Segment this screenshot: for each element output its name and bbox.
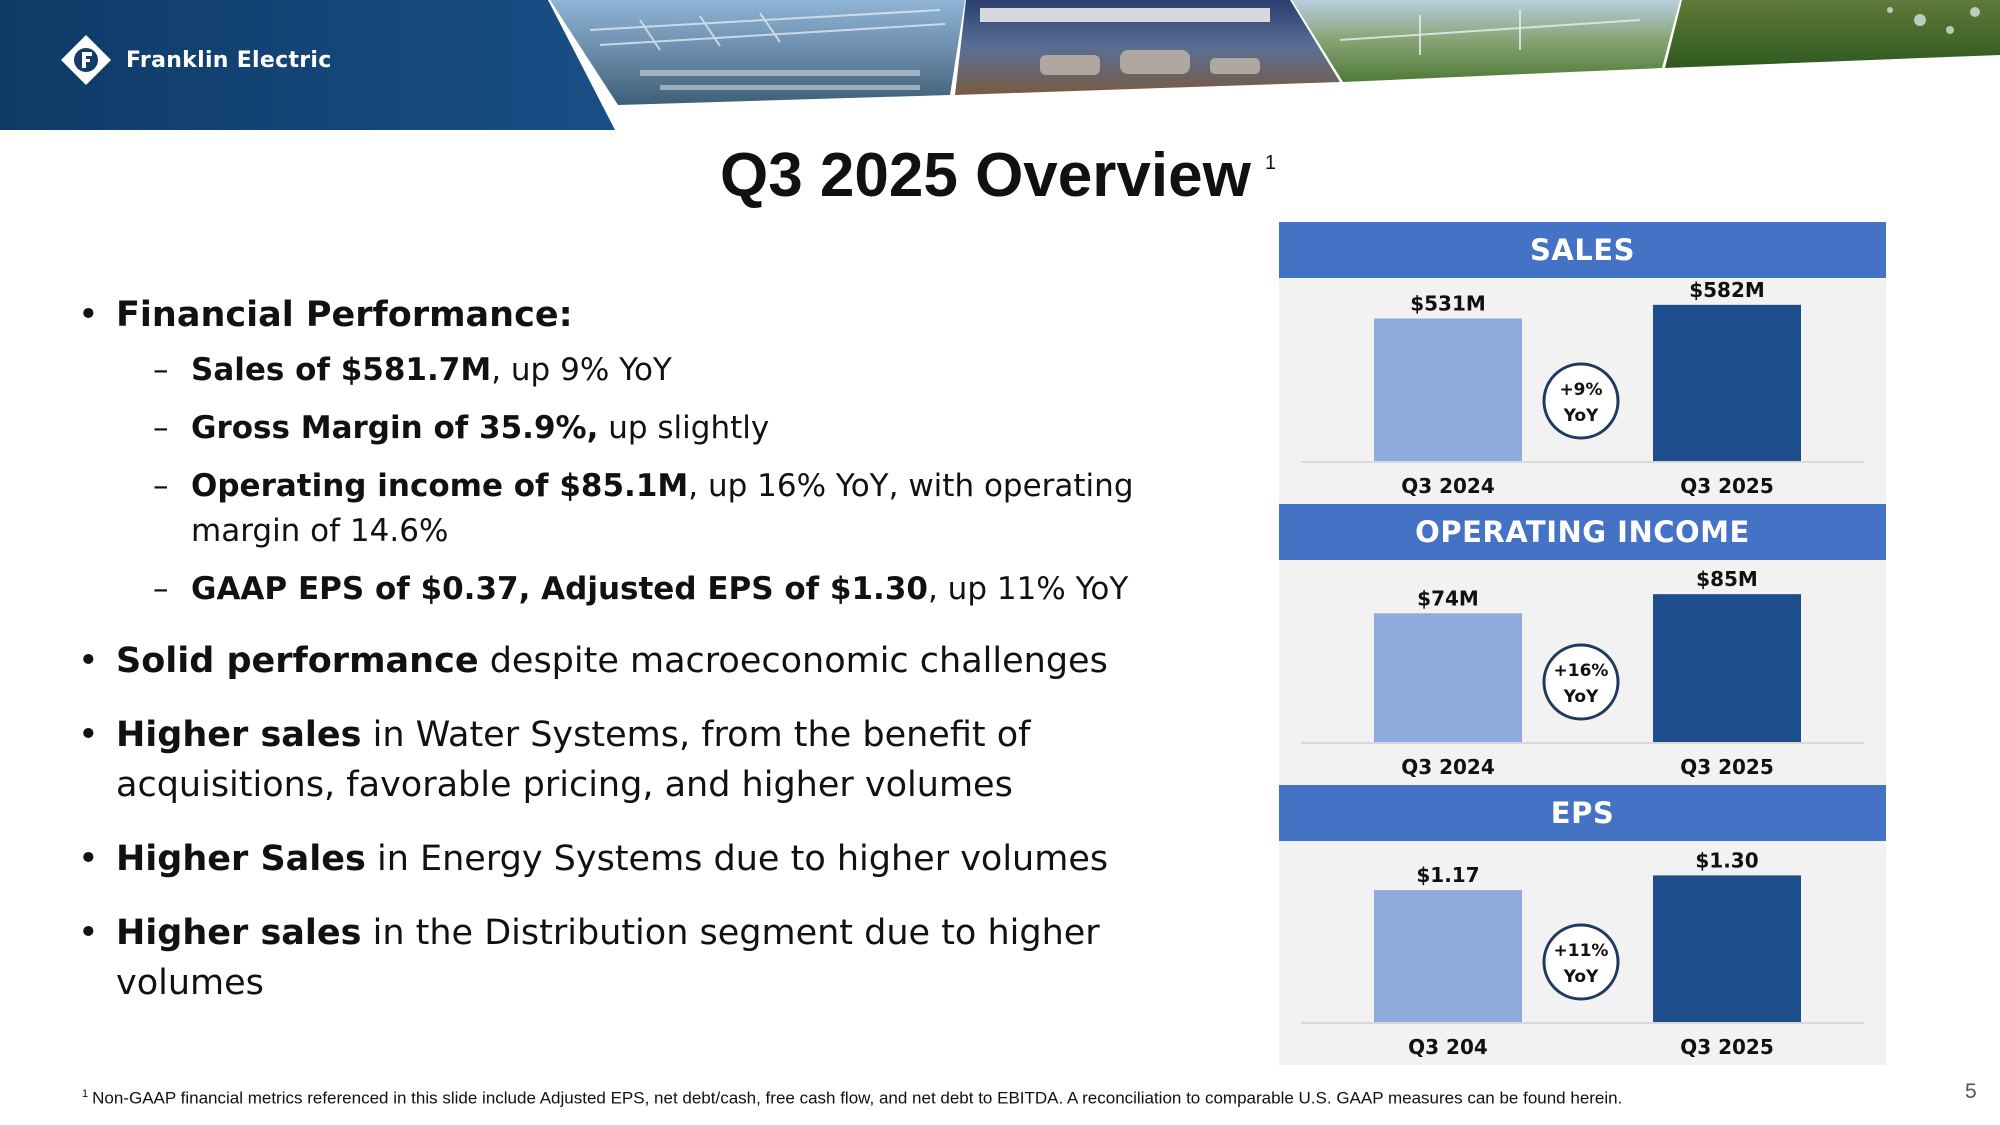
yoy-badge-percent: +16% xyxy=(1554,661,1609,681)
bullet-water-systems: Higher sales in Water Systems, from the … xyxy=(78,710,1158,810)
sub-bullet-text: up slightly xyxy=(598,410,770,446)
bullet-text: despite macroeconomic challenges xyxy=(478,641,1108,681)
bullet-heading: Financial Performance: xyxy=(116,295,573,335)
sub-bullet-operating-income: – Operating income of $85.1M, up 16% YoY,… xyxy=(153,468,1134,549)
category-tick-label: Q3 204 xyxy=(1408,1035,1488,1059)
footnote-marker: 1 xyxy=(82,1088,89,1100)
chart-title: EPS xyxy=(1279,785,1886,841)
bullet-bold: Solid performance xyxy=(116,641,479,681)
chart-title: OPERATING INCOME xyxy=(1279,504,1886,560)
footnote-text: Non-GAAP financial metrics referenced in… xyxy=(92,1088,1623,1108)
category-tick-label: Q3 2024 xyxy=(1401,755,1495,779)
header-photo-strip xyxy=(0,0,2000,130)
sub-bullet-bold: GAAP EPS of $0.37, Adjusted EPS of $1.30 xyxy=(191,571,928,607)
bullet-text: in the Distribution segment due to highe… xyxy=(116,913,1100,1003)
bar-q3-2024 xyxy=(1374,613,1522,742)
category-tick-label: Q3 2025 xyxy=(1680,755,1774,779)
sub-bullet-text: , up 16% YoY, with operating margin of 1… xyxy=(191,468,1134,549)
chart-title: SALES xyxy=(1279,222,1886,278)
bullet-list: Financial Performance: –Sales of $581.7M… xyxy=(78,290,1158,1008)
category-tick-label: Q3 2025 xyxy=(1680,1035,1774,1059)
category-tick-label: Q3 2025 xyxy=(1680,474,1774,498)
data-label: $1.30 xyxy=(1695,848,1758,872)
bullet-energy-systems: Higher Sales in Energy Systems due to hi… xyxy=(78,834,1158,884)
sub-bullet-gross-margin: – Gross Margin of 35.9%, up slightly xyxy=(153,410,770,446)
bar-q3-2024 xyxy=(1374,318,1522,461)
footnote: 1 Non-GAAP financial metrics referenced i… xyxy=(82,1088,1622,1109)
sales-chart-panel: SALES $531M Q3 2024 $582M Q3 2025 +9% YoY xyxy=(1279,222,1886,504)
bar-q3-2025 xyxy=(1653,594,1801,742)
bullet-text: in Water Systems, from the benefit of ac… xyxy=(116,715,1031,805)
bullet-text: in Energy Systems due to higher volumes xyxy=(365,839,1109,879)
data-label: $531M xyxy=(1410,292,1486,316)
logo-diamond-icon xyxy=(60,34,112,86)
bullet-distribution: Higher sales in the Distribution segment… xyxy=(78,908,1158,1008)
data-label: $85M xyxy=(1696,567,1758,591)
bar-q3-2025 xyxy=(1653,304,1801,461)
brand-name: Franklin Electric xyxy=(126,47,332,73)
bullet-bold: Higher sales xyxy=(116,715,362,755)
data-label: $1.17 xyxy=(1416,863,1479,887)
title-footnote-marker: 1 xyxy=(1264,152,1276,174)
sub-bullet-bold: Operating income of $85.1M xyxy=(191,468,689,504)
brand-logo[interactable]: Franklin Electric xyxy=(60,34,332,86)
bullet-bold: Higher sales xyxy=(116,913,362,953)
sub-bullet-text: , up 11% YoY xyxy=(927,571,1129,607)
yoy-badge-percent: +9% xyxy=(1559,380,1602,400)
slide-title: Q3 2025 Overview xyxy=(720,141,1251,210)
page-number: 5 xyxy=(1965,1080,1977,1103)
bullet-financial-performance: Financial Performance: xyxy=(78,290,1158,340)
operating-income-chart: $74M Q3 2024 $85M Q3 2025 +16% YoY xyxy=(1301,567,1864,779)
sub-bullet-bold: Gross Margin of 35.9%, xyxy=(191,410,599,446)
yoy-badge-label: YoY xyxy=(1563,967,1599,987)
yoy-badge-circle xyxy=(1542,362,1620,440)
eps-chart-panel: EPS $1.17 Q3 204 $1.30 Q3 2025 +11% YoY xyxy=(1279,785,1886,1065)
sub-bullet-bold: Sales of $581.7M xyxy=(191,352,492,388)
sales-chart: $531M Q3 2024 $582M Q3 2025 +9% YoY xyxy=(1301,278,1864,498)
yoy-badge-circle xyxy=(1542,923,1620,1001)
yoy-badge-percent: +11% xyxy=(1554,941,1609,961)
bullet-solid-performance: Solid performance despite macroeconomic … xyxy=(78,636,1158,686)
yoy-badge-label: YoY xyxy=(1563,687,1599,707)
sub-bullet-eps: – GAAP EPS of $0.37, Adjusted EPS of $1.3… xyxy=(153,571,1129,607)
data-label: $74M xyxy=(1417,586,1479,610)
yoy-badge-label: YoY xyxy=(1563,406,1599,426)
header-banner: Franklin Electric xyxy=(0,0,2000,130)
operating-income-chart-panel: OPERATING INCOME $74M Q3 2024 $85M Q3 2025 +… xyxy=(1279,504,1886,785)
category-tick-label: Q3 2024 xyxy=(1401,474,1495,498)
data-label: $582M xyxy=(1689,278,1765,302)
bar-q3-204 xyxy=(1374,890,1522,1022)
yoy-badge-circle xyxy=(1542,643,1620,721)
bullet-bold: Higher Sales xyxy=(116,839,366,879)
sub-bullet-text: , up 9% YoY xyxy=(491,352,672,388)
bar-q3-2025 xyxy=(1653,875,1801,1022)
slide-title-wrap: Q3 2025 Overview 1 xyxy=(720,140,1276,211)
eps-chart: $1.17 Q3 204 $1.30 Q3 2025 +11% YoY xyxy=(1301,848,1864,1059)
sub-bullet-sales: – Sales of $581.7M, up 9% YoY xyxy=(153,352,672,388)
